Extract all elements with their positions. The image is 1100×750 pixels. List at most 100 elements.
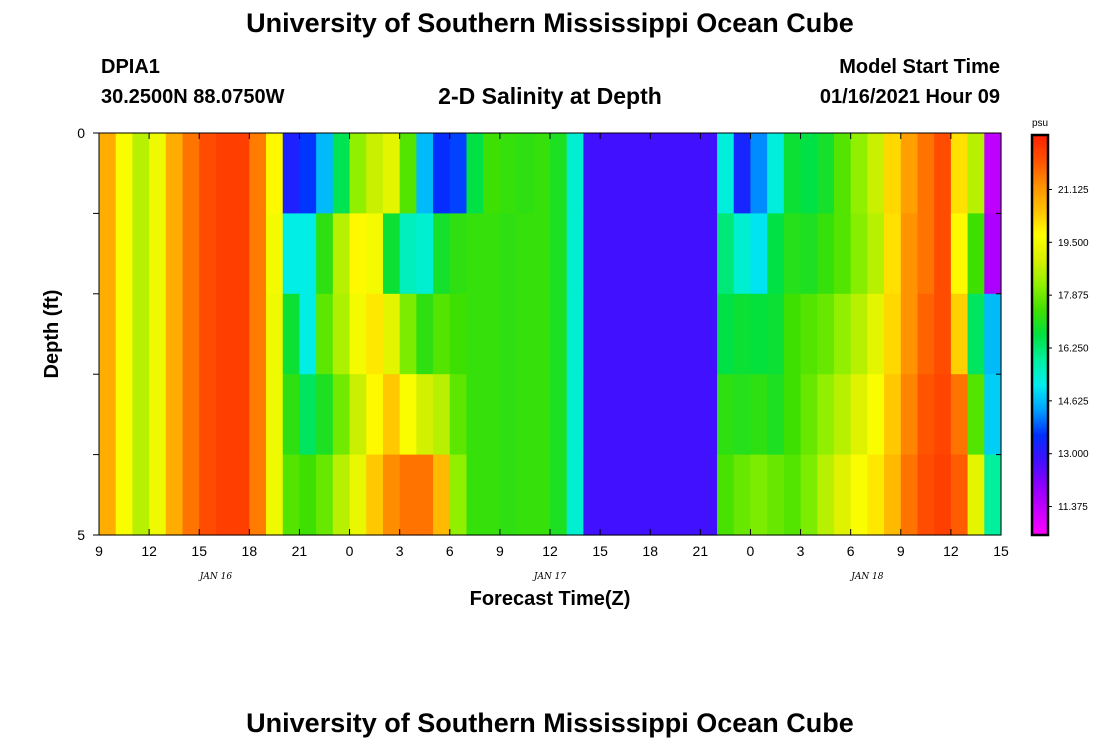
x-date-label: JAN 16: [198, 572, 233, 582]
heatmap-cell: [332, 293, 351, 375]
heatmap-cell: [717, 454, 735, 536]
heatmap-cell: [299, 133, 317, 214]
heatmap-cell: [349, 133, 367, 214]
heatmap-cell: [850, 454, 868, 536]
heatmap-cell: [149, 133, 167, 214]
heatmap-cell: [733, 293, 752, 375]
x-tick-label: 3: [797, 543, 805, 559]
x-tick-label: 6: [446, 543, 454, 559]
footer-title: University of Southern Mississippi Ocean…: [246, 708, 854, 738]
heatmap-cell: [199, 293, 217, 375]
heatmap-cell: [466, 133, 484, 214]
heatmap-cell: [266, 374, 284, 456]
heatmap-cell: [717, 293, 735, 375]
heatmap-cell: [449, 293, 468, 375]
heatmap-cell: [165, 213, 184, 295]
heatmap-cell: [165, 133, 184, 214]
heatmap-cell: [550, 454, 568, 536]
heatmap-cell: [600, 293, 618, 375]
heatmap-cell: [767, 133, 785, 214]
heatmap-cell: [666, 213, 685, 295]
colorbar-unit: psu: [1032, 118, 1048, 129]
heatmap-cell: [633, 293, 651, 375]
heatmap-cell: [800, 213, 818, 295]
heatmap-cell: [516, 293, 534, 375]
x-date-label: JAN 18: [849, 572, 884, 582]
heatmap-cell: [382, 293, 401, 375]
heatmap-cell: [399, 133, 417, 214]
heatmap-cell: [566, 454, 584, 536]
heatmap-cell: [867, 374, 885, 456]
heatmap-cell: [917, 293, 935, 375]
heatmap-cell: [249, 133, 267, 214]
heatmap-cell: [149, 374, 167, 456]
x-tick-label: 9: [95, 543, 103, 559]
heatmap-cell: [449, 213, 468, 295]
heatmap-cell: [566, 374, 584, 456]
heatmap-cell: [483, 213, 501, 295]
heatmap-cell: [650, 293, 668, 375]
heatmap-cell: [433, 374, 451, 456]
heatmap-cell: [232, 133, 250, 214]
colorbar-tick-label: 13.000: [1058, 449, 1089, 460]
heatmap-cell: [499, 374, 518, 456]
heatmap-cell: [533, 213, 551, 295]
heatmap-cell: [950, 374, 969, 456]
heatmap-cell: [917, 374, 935, 456]
colorbar-tick-label: 16.250: [1058, 344, 1089, 355]
heatmap-cell: [182, 374, 200, 456]
heatmap-cell: [967, 133, 985, 214]
heatmap-cell: [249, 374, 267, 456]
y-tick-label: 0: [77, 125, 85, 141]
heatmap-cell: [900, 374, 919, 456]
heatmap-cell: [433, 454, 451, 536]
heatmap-cell: [266, 213, 284, 295]
heatmap-cell: [600, 374, 618, 456]
heatmap-cell: [232, 213, 250, 295]
heatmap-cell: [783, 454, 802, 536]
heatmap-cell: [666, 454, 685, 536]
heatmap-cell: [466, 213, 484, 295]
heatmap-cell: [132, 454, 150, 536]
colorbar-tick-label: 21.125: [1058, 185, 1089, 196]
heatmap-cell: [767, 454, 785, 536]
heatmap-cell: [115, 133, 133, 214]
heatmap-cell: [483, 374, 501, 456]
heatmap-cell: [833, 133, 852, 214]
heatmap-cell: [249, 293, 267, 375]
heatmap-cell: [583, 213, 601, 295]
heatmap-cell: [683, 454, 701, 536]
heatmap-cell: [850, 213, 868, 295]
heatmap-cell: [583, 374, 601, 456]
heatmap-cell: [499, 213, 518, 295]
heatmap-cell: [550, 293, 568, 375]
x-tick-label: 21: [292, 543, 308, 559]
heatmap-cell: [433, 133, 451, 214]
heatmap-cell: [249, 454, 267, 536]
heatmap-cell: [566, 213, 584, 295]
heatmap-cell: [182, 213, 200, 295]
heatmap-cell: [900, 293, 919, 375]
figure-title: University of Southern Mississippi Ocean…: [246, 8, 854, 38]
heatmap-cell: [483, 133, 501, 214]
heatmap-cell: [382, 133, 401, 214]
heatmap-cell: [616, 213, 635, 295]
heatmap-cell: [950, 293, 969, 375]
heatmap-cell: [566, 293, 584, 375]
heatmap-cell: [867, 213, 885, 295]
heatmap-cell: [850, 133, 868, 214]
heatmap-cell: [132, 133, 150, 214]
heatmap-cell: [516, 213, 534, 295]
heatmap-cell: [683, 293, 701, 375]
heatmap-cell: [316, 454, 334, 536]
heatmap-cell: [917, 213, 935, 295]
heatmap-cell: [700, 374, 718, 456]
heatmap-cell: [366, 133, 384, 214]
x-tick-label: 3: [396, 543, 404, 559]
heatmap-cell: [215, 213, 234, 295]
heatmap-cell: [266, 454, 284, 536]
heatmap-cell: [733, 213, 752, 295]
heatmap-cell: [466, 374, 484, 456]
heatmap-cell: [783, 213, 802, 295]
heatmap-cell: [700, 213, 718, 295]
